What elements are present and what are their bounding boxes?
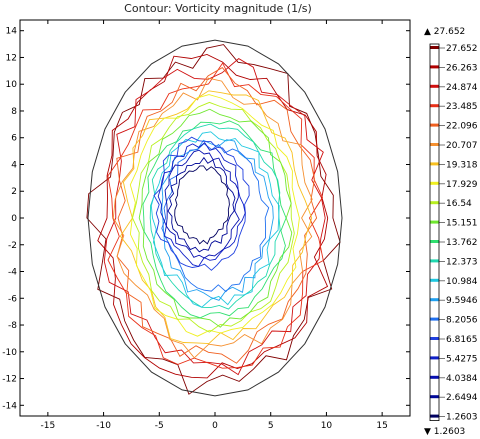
x-tick-label: 5 [268,421,274,431]
legend-label: 10.984 [446,277,478,287]
chart-title: Contour: Vorticity magnitude (1/s) [124,2,312,15]
x-tick-label: -10 [96,421,111,431]
contour-line [164,149,240,259]
y-tick-label: 6 [11,134,17,144]
legend-label: 8.2056 [446,316,478,326]
legend-label: 6.8165 [446,335,478,345]
y-tick-label: -6 [8,294,17,304]
legend-swatch [430,375,439,379]
legend-swatch [430,220,439,224]
legend-label: 26.263 [446,63,478,73]
legend-label: 5.4275 [446,354,478,364]
legend-swatch [430,356,439,360]
legend-swatch [430,337,439,340]
legend-label: 2.6494 [446,393,478,403]
legend-label: 23.485 [446,102,478,112]
y-tick-label: -4 [8,268,17,278]
plot-area [19,19,411,417]
x-tick-label: 10 [321,421,333,431]
contour-line [116,67,318,364]
legend-swatch [430,181,439,185]
contour-line [86,44,341,395]
y-tick-label: -12 [2,375,17,385]
legend-swatch [430,143,439,146]
legend-swatch [430,104,439,108]
contour-line [161,143,270,293]
y-tick-label: 2 [11,187,17,197]
contour-line [112,77,313,359]
legend-swatch [430,46,439,49]
y-tick-label: 10 [6,80,18,90]
y-tick-label: 14 [6,27,18,37]
legend-swatch [430,278,439,282]
contour-line [142,120,287,319]
legend-label: 12.373 [446,257,478,267]
legend-swatch [430,414,439,418]
legend-label: 4.0384 [446,374,478,384]
contour-line [107,62,324,369]
contour-line [167,156,236,253]
x-tick-label: 0 [212,421,218,431]
y-axis: 14 12 10 8 6 4 2 0 -2 -4 -6 -8 -10 -12 -14 [2,27,410,411]
contour-line [174,165,230,245]
contour-line [97,54,329,379]
legend-swatch [430,240,439,243]
legend-label: 19.318 [446,160,478,170]
y-tick-label: -10 [2,348,17,358]
legend-swatch [430,84,439,88]
y-tick-label: 12 [6,53,17,63]
legend-label: 1.2603 [446,413,478,423]
contour-line [132,101,295,333]
x-tick-label: -15 [41,421,56,431]
legend-swatch [430,65,439,69]
legend-swatch [430,259,439,263]
x-tick-label: -5 [155,421,164,431]
legend-swatch [430,201,439,205]
legend-label: 16.54 [446,199,472,209]
x-axis: -15 -10 -5 0 5 10 15 [41,20,388,431]
contour-line [150,131,280,308]
color-legend: ▲ 27.652 ▼ 1.2603 27.652 26.263 24.874 23.4… [424,27,478,437]
legend-label: 9.5946 [446,296,478,306]
legend-swatch [430,162,439,166]
legend-label: 22.096 [446,122,478,132]
legend-label: 27.652 [446,44,478,54]
y-tick-label: 8 [11,107,17,117]
legend-min-label: ▼ 1.2603 [424,427,465,437]
y-tick-label: 0 [11,214,17,224]
legend-label: 13.762 [446,238,478,248]
y-tick-label: -14 [2,401,17,411]
y-tick-label: 4 [11,160,17,170]
legend-max-label: ▲ 27.652 [424,27,465,37]
legend-swatch [430,123,439,127]
contour-line [103,58,326,376]
legend-swatch [430,298,439,302]
x-tick-label: 15 [376,421,387,431]
legend-items: 27.652 26.263 24.874 23.485 22.096 20.707 19.3… [429,43,478,423]
legend-label: 24.874 [446,83,478,93]
legend-label: 17.929 [446,180,478,190]
legend-swatch [430,317,439,321]
legend-swatch [430,395,439,399]
domain-boundary [87,39,343,397]
contour-line [138,108,293,328]
contour-line [153,136,250,271]
legend-bar-outline [429,43,440,422]
legend-label: 15.151 [446,219,478,229]
legend-label: 20.707 [446,141,478,151]
y-tick-label: -8 [8,321,17,331]
contour-lines [86,39,343,397]
contour-line [157,142,246,267]
y-tick-label: -2 [8,241,17,251]
